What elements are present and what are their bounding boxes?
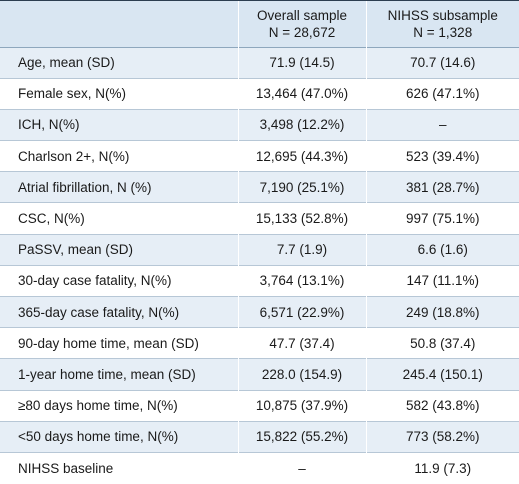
table-row: 30-day case fatality, N(%) 3,764 (13.1%)… <box>0 264 519 297</box>
row-nihss-value: 70.7 (14.6) <box>365 46 519 79</box>
row-label: <50 days home time, N(%) <box>0 420 238 453</box>
row-label: 1-year home time, mean (SD) <box>0 358 238 391</box>
table-row: ICH, N(%) 3,498 (12.2%) – <box>0 108 519 141</box>
header-nihss-cell: NIHSS subsample N = 1,328 <box>365 1 519 47</box>
header-label-cell <box>0 1 238 47</box>
row-nihss-value: – <box>365 108 519 141</box>
row-label: Age, mean (SD) <box>0 46 238 79</box>
header-nihss-n: N = 1,328 <box>413 24 473 40</box>
header-nihss-title: NIHSS subsample <box>387 7 498 23</box>
row-label: CSC, N(%) <box>0 202 238 235</box>
row-overall-value: 228.0 (154.9) <box>237 358 366 391</box>
header-row: Overall sample N = 28,672 NIHSS subsampl… <box>0 1 519 47</box>
table-row: Atrial fibrillation, N (%) 7,190 (25.1%)… <box>0 171 519 203</box>
row-nihss-value: 523 (39.4%) <box>365 140 519 172</box>
table-row: PaSSV, mean (SD) 7.7 (1.9) 6.6 (1.6) <box>0 233 519 266</box>
table-row: ≥80 days home time, N(%) 10,875 (37.9%) … <box>0 389 519 422</box>
row-label: ICH, N(%) <box>0 108 238 141</box>
row-overall-value: 6,571 (22.9%) <box>237 295 366 328</box>
table-row: Charlson 2+, N(%) 12,695 (44.3%) 523 (39… <box>0 140 519 172</box>
table-row: 90-day home time, mean (SD) 47.7 (37.4) … <box>0 327 519 359</box>
row-overall-value: – <box>237 451 366 484</box>
row-label: Atrial fibrillation, N (%) <box>0 171 238 203</box>
table-header: Overall sample N = 28,672 NIHSS subsampl… <box>0 1 519 47</box>
table-row: <50 days home time, N(%) 15,822 (55.2%) … <box>0 420 519 453</box>
table-row: 1-year home time, mean (SD) 228.0 (154.9… <box>0 358 519 391</box>
row-nihss-value: 147 (11.1%) <box>365 264 519 297</box>
table-row: Female sex, N(%) 13,464 (47.0%) 626 (47.… <box>0 77 519 110</box>
row-overall-value: 15,822 (55.2%) <box>237 420 366 453</box>
table-row: NIHSS baseline – 11.9 (7.3) <box>0 451 519 484</box>
table-row: 365-day case fatality, N(%) 6,571 (22.9%… <box>0 295 519 328</box>
row-nihss-value: 381 (28.7%) <box>365 171 519 203</box>
row-overall-value: 12,695 (44.3%) <box>237 140 366 172</box>
row-nihss-value: 626 (47.1%) <box>365 77 519 110</box>
table-row: Age, mean (SD) 71.9 (14.5) 70.7 (14.6) <box>0 46 519 79</box>
row-overall-value: 47.7 (37.4) <box>237 327 366 359</box>
row-label: Charlson 2+, N(%) <box>0 140 238 172</box>
row-overall-value: 15,133 (52.8%) <box>237 202 366 235</box>
row-label: 90-day home time, mean (SD) <box>0 327 238 359</box>
row-overall-value: 71.9 (14.5) <box>237 46 366 79</box>
header-overall-n: N = 28,672 <box>268 24 336 40</box>
row-label: 365-day case fatality, N(%) <box>0 295 238 328</box>
table-body: Age, mean (SD) 71.9 (14.5) 70.7 (14.6) F… <box>0 46 519 484</box>
row-nihss-value: 50.8 (37.4) <box>365 327 519 359</box>
row-label: 30-day case fatality, N(%) <box>0 264 238 297</box>
row-nihss-value: 773 (58.2%) <box>365 420 519 453</box>
table-row: CSC, N(%) 15,133 (52.8%) 997 (75.1%) <box>0 202 519 235</box>
row-overall-value: 10,875 (37.9%) <box>237 389 366 422</box>
row-nihss-value: 997 (75.1%) <box>365 202 519 235</box>
row-nihss-value: 582 (43.8%) <box>365 389 519 422</box>
row-label: ≥80 days home time, N(%) <box>0 389 238 422</box>
row-label: NIHSS baseline <box>0 451 238 484</box>
row-overall-value: 3,498 (12.2%) <box>237 108 366 141</box>
row-label: PaSSV, mean (SD) <box>0 233 238 266</box>
row-nihss-value: 249 (18.8%) <box>365 295 519 328</box>
row-nihss-value: 245.4 (150.1) <box>365 358 519 391</box>
row-nihss-value: 11.9 (7.3) <box>365 451 519 484</box>
row-overall-value: 3,764 (13.1%) <box>237 264 366 297</box>
row-overall-value: 13,464 (47.0%) <box>237 77 366 110</box>
row-label: Female sex, N(%) <box>0 77 238 110</box>
row-overall-value: 7.7 (1.9) <box>237 233 366 266</box>
row-overall-value: 7,190 (25.1%) <box>237 171 366 203</box>
header-overall-title: Overall sample <box>256 7 348 23</box>
header-overall-cell: Overall sample N = 28,672 <box>237 1 366 47</box>
row-nihss-value: 6.6 (1.6) <box>365 233 519 266</box>
